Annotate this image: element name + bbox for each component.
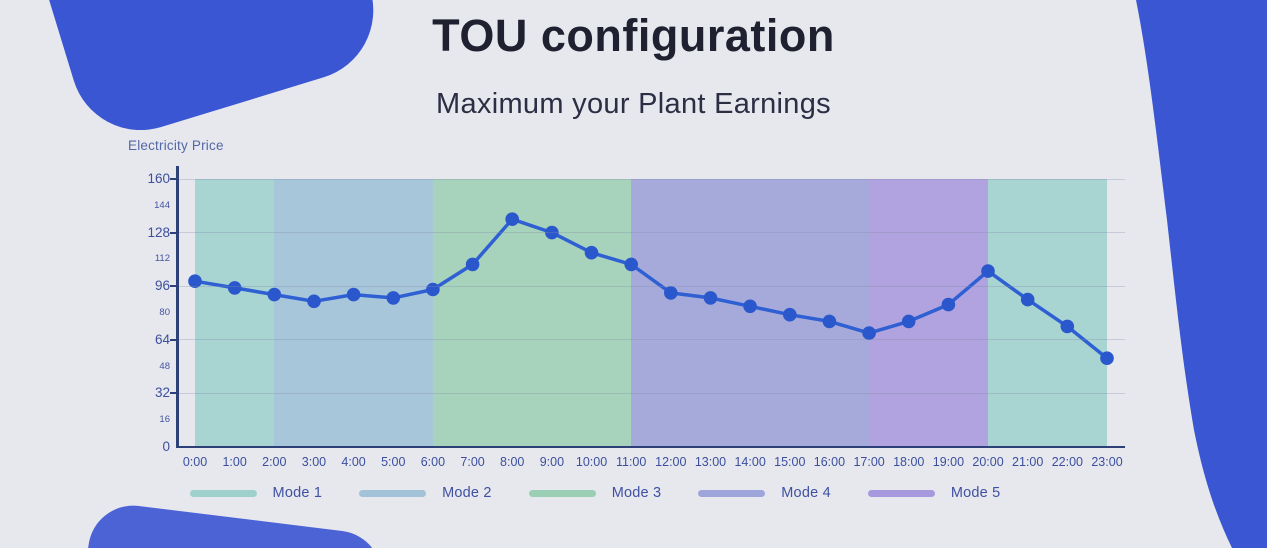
legend-swatch [359, 489, 427, 497]
mode-band [195, 179, 275, 447]
legend-label: Mode 3 [611, 485, 662, 501]
legend-item: Mode 5 [867, 485, 1001, 501]
legend-item: Mode 3 [528, 485, 662, 501]
x-tick-label: 11:00 [615, 455, 647, 469]
price-point [981, 264, 995, 278]
x-axis-line [176, 445, 1125, 448]
y-tick-label: 64 [154, 331, 170, 347]
price-point [346, 287, 361, 302]
price-point [1060, 319, 1075, 334]
price-point [188, 274, 202, 288]
legend-swatch [528, 489, 596, 497]
x-tick-label: 18:00 [893, 455, 925, 469]
price-point [1100, 351, 1114, 365]
chart-legend: Mode 1 Mode 2 Mode 3 Mode 4 Mode 5 [0, 485, 1190, 501]
legend-swatch [867, 489, 935, 497]
price-line-chart [188, 212, 1114, 365]
y-tick-label: 96 [154, 278, 170, 294]
price-point [465, 257, 480, 272]
legend-label: Mode 2 [442, 485, 492, 501]
page-subtitle: Maximum your Plant Earnings [436, 88, 831, 120]
y-axis-tick [170, 392, 177, 395]
y-tick-label: 32 [154, 385, 170, 401]
price-point [505, 212, 519, 226]
plot-area [178, 178, 1125, 447]
y-tick-label: 128 [147, 224, 170, 240]
legend-label: Mode 5 [950, 485, 1001, 501]
price-line [194, 217, 1109, 360]
x-tick-label: 15:00 [774, 455, 806, 469]
y-tick-label: 80 [159, 307, 170, 318]
price-point [941, 297, 956, 312]
gridline [178, 285, 1125, 287]
price-point [624, 257, 638, 272]
price-point [227, 281, 242, 295]
legend-item: Mode 4 [698, 485, 831, 501]
x-tick-label: 22:00 [1051, 455, 1083, 469]
x-tick-label: 16:00 [813, 455, 846, 469]
y-tick-label: 0 [162, 439, 170, 454]
y-tick-label: 160 [147, 171, 170, 186]
x-tick-label: 3:00 [301, 455, 327, 469]
legend-item: Mode 2 [359, 485, 492, 501]
x-tick-label: 4:00 [341, 455, 366, 469]
price-point [386, 291, 401, 305]
decorative-blob-right-shape [1136, 0, 1267, 548]
x-tick-label: 6:00 [420, 455, 446, 469]
y-tick-label: 112 [154, 253, 170, 265]
x-tick-label: 20:00 [972, 455, 1004, 469]
y-axis-tick [170, 285, 177, 288]
price-point [267, 287, 282, 302]
y-axis-tick [170, 231, 177, 234]
x-tick-label: 13:00 [694, 455, 727, 469]
y-tick-label: 48 [159, 360, 170, 372]
price-point [664, 286, 678, 300]
legend-label: Mode 4 [781, 485, 831, 501]
decorative-blob-bottom-left [78, 500, 387, 548]
price-point [783, 307, 797, 322]
x-tick-label: 19:00 [932, 455, 965, 469]
price-point [703, 291, 718, 305]
x-tick-label: 7:00 [460, 455, 485, 469]
mode-band [274, 179, 433, 447]
x-tick-label: 14:00 [734, 455, 766, 469]
y-axis-tick [170, 338, 177, 341]
gridline [178, 392, 1125, 394]
x-tick-label: 12:00 [655, 455, 687, 469]
price-point [822, 314, 837, 329]
legend-label: Mode 1 [272, 485, 323, 501]
price-point [862, 326, 876, 340]
price-point [307, 294, 321, 309]
legend-swatch [698, 489, 766, 497]
page-title: TOU configuration [432, 10, 835, 61]
x-tick-label: 8:00 [500, 455, 525, 469]
x-tick-label: 9:00 [539, 455, 565, 469]
y-axis-title: Electricity Price [128, 138, 224, 153]
y-axis-line [176, 166, 179, 447]
x-tick-label: 2:00 [262, 455, 287, 469]
x-tick-label: 23:00 [1091, 455, 1123, 469]
mode-band [432, 179, 632, 447]
price-point [545, 225, 559, 240]
legend-item: Mode 1 [189, 485, 323, 501]
price-point [743, 299, 757, 314]
price-point [584, 245, 599, 260]
gridline [178, 178, 1125, 180]
price-point [1020, 292, 1035, 307]
y-axis-tick [170, 178, 177, 180]
x-tick-label: 10:00 [575, 455, 608, 469]
price-point [426, 282, 440, 297]
legend-swatch [189, 489, 257, 497]
x-tick-label: 21:00 [1012, 455, 1044, 469]
x-tick-label: 0:00 [182, 455, 208, 469]
gridline [178, 339, 1125, 341]
gridline [178, 232, 1125, 234]
y-tick-label: 144 [154, 199, 170, 211]
price-point [901, 314, 916, 329]
x-tick-label: 1:00 [222, 455, 247, 469]
x-tick-label: 17:00 [853, 455, 885, 469]
y-tick-label: 16 [159, 414, 170, 426]
x-tick-label: 5:00 [381, 455, 406, 469]
